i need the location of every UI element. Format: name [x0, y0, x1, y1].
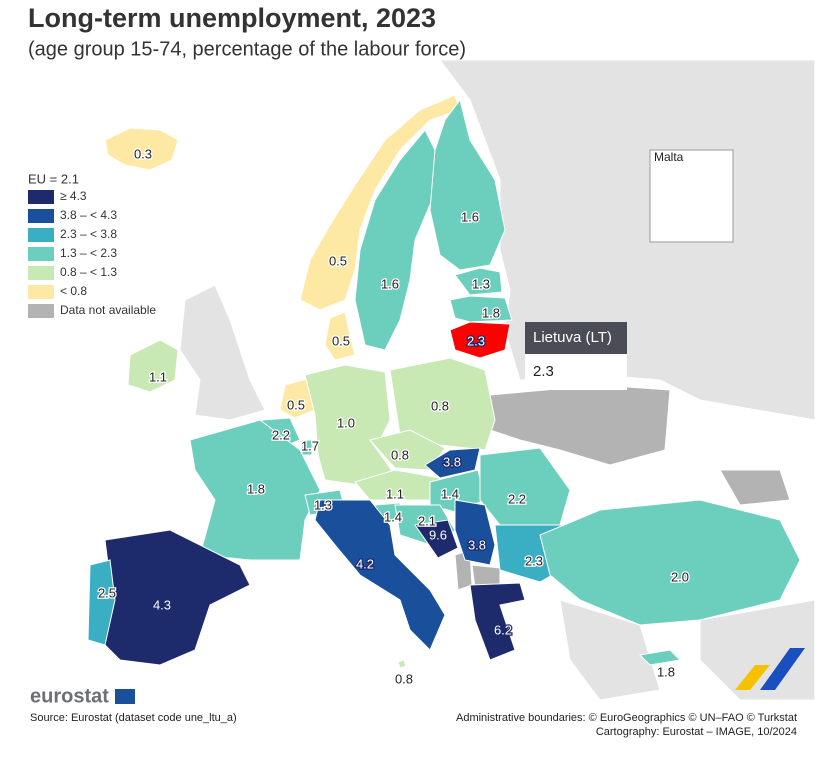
regions: [87, 94, 801, 669]
region: [304, 364, 396, 486]
region-label: 2.5: [98, 585, 116, 600]
region-label: 2.2: [272, 427, 290, 442]
region-label: 1.6: [381, 276, 399, 291]
legend: EU = 2.1 ≥ 4.3 3.8 – < 4.3 2.3 – < 3.8 1.3 …: [28, 171, 156, 318]
region-label: 4.2: [356, 556, 374, 571]
region-label: 3.8: [468, 537, 486, 552]
region-label: 2.1: [418, 513, 436, 528]
region: [314, 499, 446, 651]
great-britain: [179, 284, 266, 421]
region-label: 0.8: [391, 447, 409, 462]
subtitle: (age group 15-74, percentage of the labo…: [28, 38, 466, 60]
source: Source: Eurostat (dataset code une_ltu_a…: [30, 712, 237, 724]
region-label: 0.5: [287, 397, 305, 412]
region-label: 0.8: [431, 398, 449, 413]
region-label: 2.2: [508, 491, 526, 506]
inset-title: Malta: [654, 150, 684, 164]
region-label: 1.1: [149, 369, 167, 384]
region: [301, 439, 313, 456]
region: [104, 127, 179, 171]
region: [299, 94, 461, 311]
legend-title: EU = 2.1: [28, 171, 79, 186]
region-label: 1.8: [657, 664, 675, 679]
region: [429, 98, 506, 271]
decor-yellow: [735, 665, 770, 690]
region-label: 2.3: [525, 553, 543, 568]
caucasus: [719, 469, 791, 506]
region-label: 1.4: [441, 486, 459, 501]
legend-label: 2.3 – < 3.8: [60, 227, 117, 241]
aegean-land: [559, 599, 661, 701]
region-label: 1.7: [301, 438, 319, 453]
legend-label: < 0.8: [60, 284, 87, 298]
region-label: 1.8: [247, 481, 265, 496]
region: [189, 419, 321, 561]
region: [414, 519, 459, 559]
logo: eurostat: [30, 685, 109, 707]
region-label: 4.3: [153, 597, 171, 612]
legend-label: Data not available: [60, 303, 156, 317]
region-label: 1.0: [337, 415, 355, 430]
region: [87, 559, 116, 646]
legend-swatch: [28, 209, 54, 223]
middle-east: [699, 599, 815, 701]
legend-label: 0.8 – < 1.3: [60, 265, 117, 279]
region-label: 9.6: [429, 527, 447, 542]
legend-swatch: [28, 228, 54, 242]
tooltip-value: 2.3: [533, 363, 554, 380]
legend-swatch: [28, 304, 54, 318]
legend-label: 3.8 – < 4.3: [60, 208, 117, 222]
region: [127, 339, 179, 393]
region: [324, 311, 356, 361]
region: [539, 499, 801, 626]
legend-label: 1.3 – < 2.3: [60, 246, 117, 260]
cartography: Cartography: Eurostat – IMAGE, 10/2024: [596, 726, 797, 738]
region: [449, 321, 511, 359]
no-data-land: [454, 384, 791, 591]
legend-swatch: [28, 190, 54, 204]
tooltip-title: Lietuva (LT): [533, 329, 612, 346]
region: [397, 659, 407, 669]
legend-swatch: [28, 285, 54, 299]
region: [454, 267, 503, 296]
region-label: 2.0: [671, 569, 689, 584]
region-label: 1.1: [386, 486, 404, 501]
region-label: 0.5: [329, 253, 347, 268]
region-label: 1.3: [314, 497, 332, 512]
decor-blue: [760, 648, 805, 690]
region: [469, 582, 526, 661]
eu-flag: [115, 689, 135, 704]
region-label: 3.8: [443, 454, 461, 469]
region-label: 1.6: [461, 209, 479, 224]
region-label: 0.5: [332, 333, 350, 348]
legend-label: ≥ 4.3: [60, 189, 87, 203]
region: [638, 649, 682, 666]
inset-frame: [649, 149, 734, 243]
legend-swatch: [28, 247, 54, 261]
region-label: 2.3: [467, 333, 485, 348]
region-label: 6.2: [494, 622, 512, 637]
title: Long-term unemployment, 2023: [28, 3, 436, 33]
legend-swatch: [28, 266, 54, 280]
region-label: 0.3: [134, 146, 152, 161]
region-label: 1.3: [472, 276, 490, 291]
tooltip: Lietuva (LT) 2.3: [525, 322, 627, 390]
boundaries: Administrative boundaries: © EuroGeograp…: [456, 712, 797, 724]
tooltip-header: [525, 322, 627, 354]
region: [449, 295, 513, 323]
region-label: 0.8: [395, 671, 413, 686]
region-label: 1.8: [482, 305, 500, 320]
region-label: 1.4: [384, 509, 402, 524]
region: [454, 499, 496, 566]
tooltip-body: [525, 354, 627, 390]
region: [424, 447, 481, 479]
